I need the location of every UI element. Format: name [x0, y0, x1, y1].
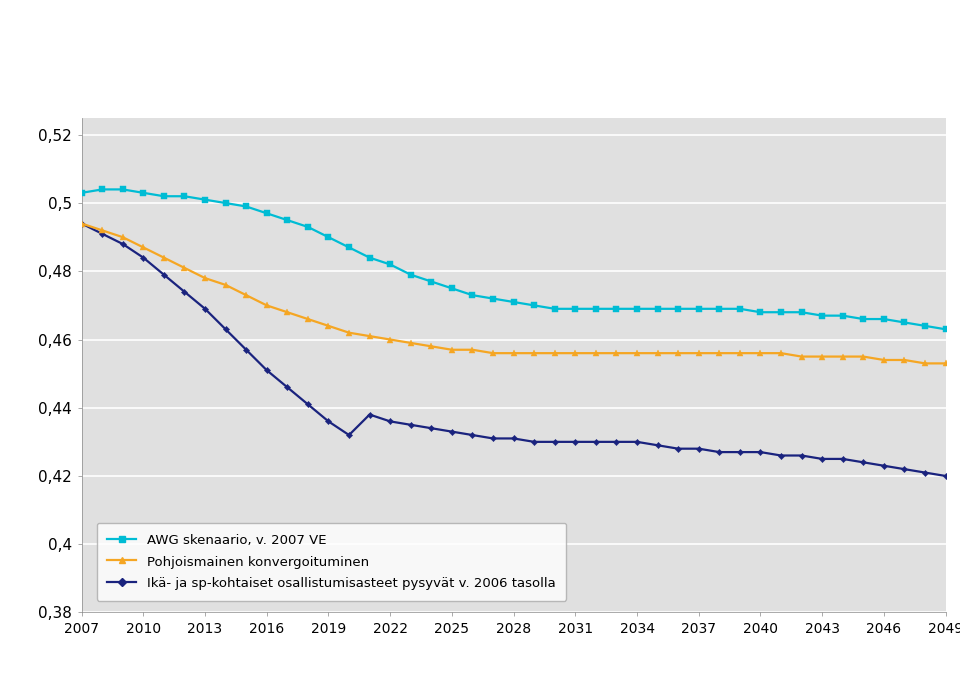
Text: skenaarioissa: skenaarioissa: [155, 70, 300, 90]
Legend: AWG skenaario, v. 2007 VE, Pohjoismainen konvergoituminen, Ikä- ja sp-kohtaiset : AWG skenaario, v. 2007 VE, Pohjoismainen…: [97, 523, 566, 601]
Text: 🦁: 🦁: [52, 34, 78, 77]
Text: Työvoiman ja väestön suhde eräissä työvoimа-: Työvoiman ja väestön suhde eräissä työvo…: [155, 26, 660, 46]
